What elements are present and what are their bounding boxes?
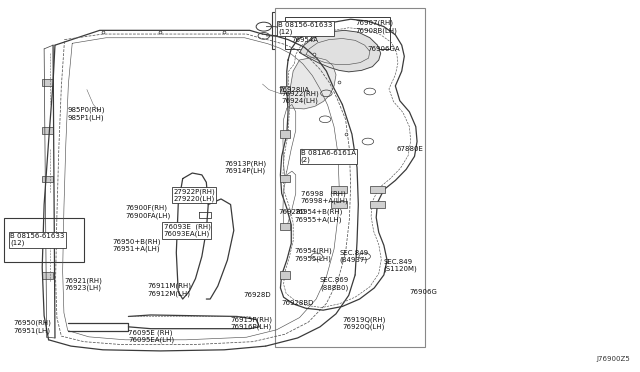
Text: 76950+B(RH)
76951+A(LH): 76950+B(RH) 76951+A(LH) [113,238,161,252]
Text: 76954+B(RH)
76955+A(LH): 76954+B(RH) 76955+A(LH) [294,209,343,223]
Text: 76907(RH)
76908B(LH): 76907(RH) 76908B(LH) [355,20,397,33]
Bar [332,201,347,208]
Text: 76928BD: 76928BD [282,300,314,306]
Bar [280,175,290,182]
Bar [370,201,385,208]
Bar [280,131,290,138]
Bar [42,79,53,86]
Text: 76928D: 76928D [278,209,306,215]
Bar [332,186,347,193]
Text: 76928IIA: 76928IIA [278,87,310,93]
Bar [275,8,426,347]
Text: J76900Z5: J76900Z5 [596,356,630,362]
Text: B 08156-61633
(12): B 08156-61633 (12) [10,233,65,247]
Polygon shape [300,31,381,72]
Bar [42,128,53,134]
Bar [285,17,390,49]
Text: SEC.849
(S1120M): SEC.849 (S1120M) [384,259,418,272]
Bar [280,223,290,231]
Bar [42,272,53,279]
Text: SEC.849
(B4937): SEC.849 (B4937) [339,250,368,263]
Text: 76095E (RH)
76095EA(LH): 76095E (RH) 76095EA(LH) [129,329,175,343]
Bar [370,186,385,193]
Text: 76919Q(RH)
76920Q(LH): 76919Q(RH) 76920Q(LH) [342,316,386,330]
Text: SEC.869
(888B0): SEC.869 (888B0) [320,278,349,291]
Text: 76928D: 76928D [243,292,271,298]
Text: 76922(RH)
76924(LH): 76922(RH) 76924(LH) [282,90,319,104]
Bar [42,224,53,231]
Text: 76954(RH)
76955(LH): 76954(RH) 76955(LH) [294,247,332,262]
Text: 76913P(RH)
76914P(LH): 76913P(RH) 76914P(LH) [224,160,266,174]
Text: B 08156-61633
(12): B 08156-61633 (12) [278,22,333,35]
Bar [4,218,84,262]
Text: 76915P(RH)
76916P(LH): 76915P(RH) 76916P(LH) [230,316,273,330]
Text: 76900F(RH)
76900FA(LH): 76900F(RH) 76900FA(LH) [125,205,170,219]
Text: 76954A: 76954A [291,36,318,43]
Text: 76998   (RH)
76998+A(LH): 76998 (RH) 76998+A(LH) [301,190,349,204]
Bar [42,176,53,182]
Polygon shape [289,57,336,109]
Text: 27922P(RH)
279220(LH): 27922P(RH) 279220(LH) [173,188,215,202]
Bar [280,271,290,279]
Bar [272,12,410,49]
Text: B 081A6-6161A
(2): B 081A6-6161A (2) [301,150,356,163]
Text: 76950(RH)
76951(LH): 76950(RH) 76951(LH) [13,320,51,334]
Text: 67880E: 67880E [397,146,424,152]
Text: 76906G: 76906G [410,289,437,295]
Bar [296,145,383,166]
Bar [280,86,290,93]
Text: 985P0(RH)
985P1(LH): 985P0(RH) 985P1(LH) [68,107,105,121]
Text: 76906GA: 76906GA [368,46,401,52]
Text: 76911M(RH)
76912M(LH): 76911M(RH) 76912M(LH) [148,283,191,297]
Text: 76093E  (RH)
76093EA(LH): 76093E (RH) 76093EA(LH) [164,224,211,237]
Text: 76921(RH)
76923(LH): 76921(RH) 76923(LH) [65,277,102,291]
